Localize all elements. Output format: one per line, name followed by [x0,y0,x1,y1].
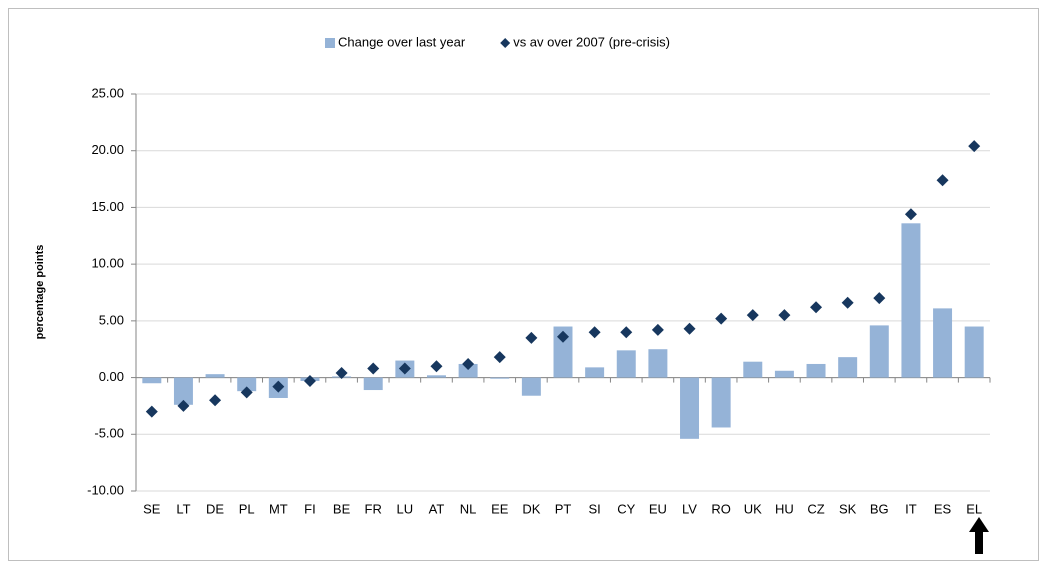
x-tick-label: LU [397,501,414,516]
diamond-marker [525,331,538,344]
x-tick-label: BE [333,501,351,516]
legend-label: Change over last year [338,34,466,49]
diamond-marker [430,360,443,373]
diamond-marker [778,309,791,322]
x-tick-label: EE [491,501,509,516]
diamond-marker [715,312,728,325]
legend-swatch [500,38,511,48]
x-tick-label: NL [460,501,477,516]
marker-arrow [969,517,989,554]
x-tick-label: EU [649,501,667,516]
diamond-marker [651,323,664,336]
y-tick-label: 0.00 [99,369,124,384]
x-tick-label: FR [365,501,382,516]
diamond-marker [936,174,949,187]
diamond-marker [493,351,506,364]
bar [838,357,858,378]
bar [933,308,953,378]
diamond-marker [177,399,190,412]
bar [142,377,162,384]
diamond-marker [303,374,316,387]
x-tick-label: SK [839,501,857,516]
diamond-marker [904,208,917,221]
bar [426,375,446,378]
y-tick-label: 5.00 [99,312,124,327]
diamond-marker [841,296,854,309]
x-tick-label: BG [870,501,889,516]
diamond-marker [810,301,823,314]
bar [553,326,573,378]
diamond-marker [335,367,348,380]
x-tick-label: FI [304,501,316,516]
bar [585,367,605,378]
diamond-marker [873,292,886,305]
x-tick-label: UK [744,501,762,516]
diamond-marker [557,330,569,343]
bar [237,377,257,392]
bar [964,326,984,378]
y-tick-label: 20.00 [91,142,124,157]
diamond-marker [683,322,696,335]
y-tick-label: 10.00 [91,256,124,271]
x-tick-label: SI [588,501,600,516]
diamond-marker [240,386,253,399]
diamond-marker [145,405,158,418]
y-tick-label: -10.00 [87,482,124,497]
bar [521,377,541,396]
x-tick-label: CY [617,501,635,516]
diamond-marker [620,326,633,339]
x-tick-label: HU [775,501,794,516]
bar [806,363,826,378]
x-tick-label: PT [555,501,572,516]
bar [901,223,921,378]
x-tick-label: PL [239,501,255,516]
diamond-marker [462,357,475,370]
x-tick-label: DK [522,501,540,516]
x-tick-label: AT [429,501,445,516]
arrow-shaft [975,530,983,554]
bar [616,350,636,378]
x-tick-label: DE [206,501,224,516]
bar [711,377,731,428]
diamond-marker [272,380,285,393]
bar [205,374,225,378]
x-tick-label: CZ [807,501,824,516]
diamond-marker [746,309,759,322]
diamond-marker [209,394,222,407]
diamond-marker [588,326,601,339]
bar [458,363,478,378]
x-tick-label: RO [711,501,731,516]
x-tick-label: LV [682,501,697,516]
bar [869,325,889,378]
x-tick-label: MT [269,501,288,516]
legend-swatch [325,38,335,48]
x-tick-label: LT [176,501,190,516]
bar [774,370,794,378]
bar [490,377,510,379]
y-axis-title: percentage points [34,245,46,340]
x-tick-label: SE [143,501,161,516]
legend-label: vs av over 2007 (pre-crisis) [513,34,670,49]
bar [680,377,700,439]
bar [173,377,193,405]
x-tick-label: ES [934,501,952,516]
arrow-head [969,517,989,532]
y-tick-label: -5.00 [94,426,124,441]
diamond-marker [398,362,411,375]
diamond-marker [968,140,981,153]
x-tick-label: EL [966,501,982,516]
diamond-marker [367,362,380,375]
x-tick-label: IT [905,501,917,516]
y-tick-label: 15.00 [91,199,124,214]
y-tick-label: 25.00 [91,85,124,100]
bar [648,349,668,378]
bar [363,377,383,391]
chart-border [8,8,1039,561]
bar [743,361,763,378]
